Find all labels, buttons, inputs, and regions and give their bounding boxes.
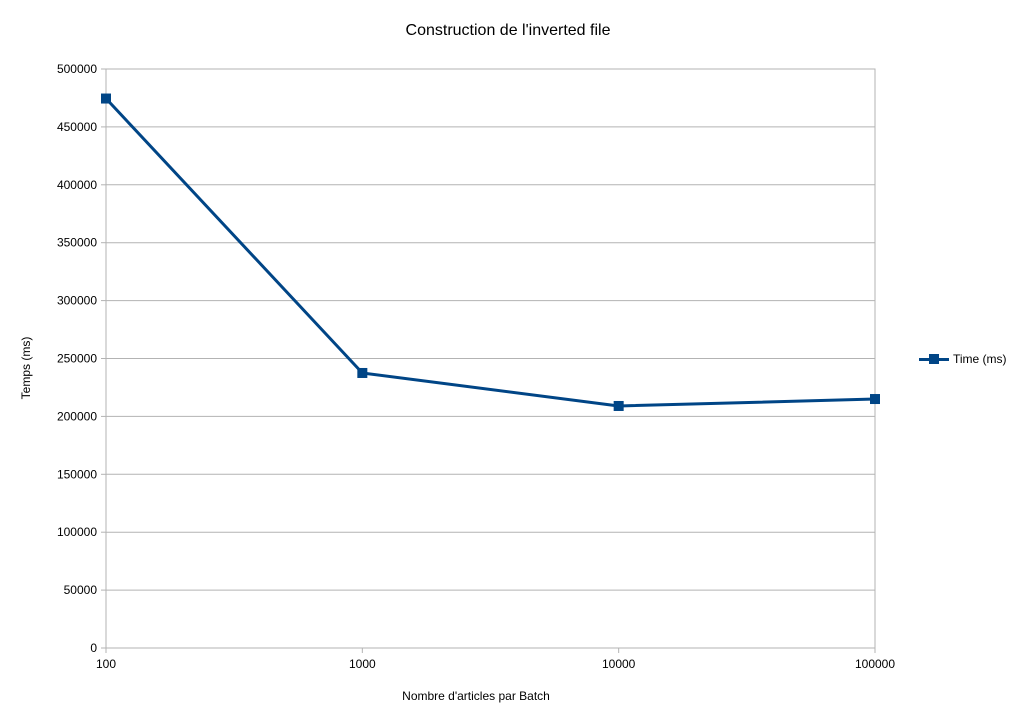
plot-border — [105, 68, 876, 649]
legend-swatch — [919, 353, 949, 365]
x-tick-label: 1000 — [349, 657, 376, 671]
x-tick-label: 10000 — [602, 657, 636, 671]
y-tick-label: 100000 — [57, 525, 97, 539]
y-tick-label: 300000 — [57, 294, 97, 308]
y-tick-label: 200000 — [57, 409, 97, 423]
series-line — [104, 97, 876, 408]
legend-label: Time (ms) — [953, 352, 1007, 366]
y-axis-label: Temps (ms) — [19, 336, 33, 400]
y-tick-label: 250000 — [57, 352, 97, 366]
y-tick-label: 450000 — [57, 120, 97, 134]
y-tick-label: 50000 — [64, 583, 98, 597]
legend: Time (ms) — [919, 352, 1007, 366]
series-layer — [101, 93, 880, 411]
y-tick-label: 400000 — [57, 178, 97, 192]
data-point-marker — [870, 394, 880, 405]
gridlines — [106, 68, 875, 649]
x-axis-label: Nombre d'articles par Batch — [402, 689, 550, 703]
y-tick-label: 0 — [90, 641, 97, 655]
data-point-marker — [357, 367, 368, 378]
data-point-marker — [613, 400, 624, 411]
y-tick-labels: 0 50000 100000 150000 200000 250000 300000 3500… — [57, 62, 97, 655]
y-tick-label: 150000 — [57, 467, 97, 481]
x-tick-labels: 100 1000 10000 100000 — [96, 657, 895, 671]
y-tick-label: 350000 — [57, 236, 97, 250]
y-tick-label: 500000 — [57, 62, 97, 76]
data-point-marker — [101, 93, 111, 104]
chart-title: Construction de l'inverted file — [405, 22, 611, 39]
x-tick-label: 100 — [96, 657, 116, 671]
axes — [101, 68, 876, 653]
x-tick-label: 100000 — [855, 657, 895, 671]
